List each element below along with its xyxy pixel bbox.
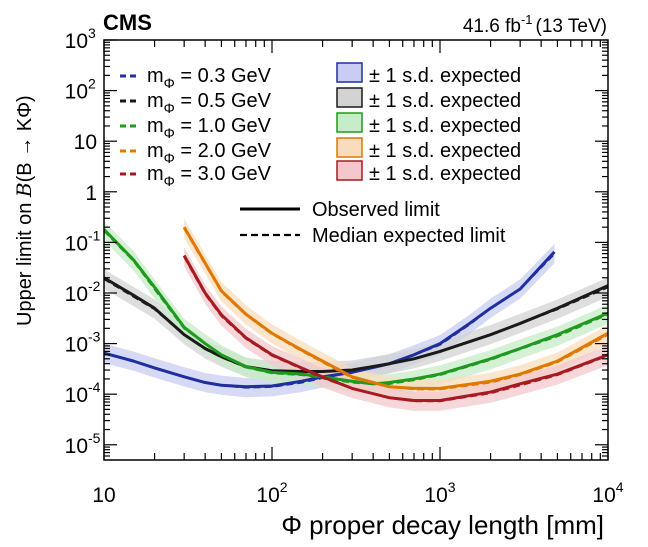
luminosity-unit-exponent: -1	[521, 12, 533, 27]
legend: mΦ = 0.3 GeV ± 1 s.d. expected mΦ = 0.5 Ge…	[120, 62, 521, 247]
y-axis-title-suffix: (B → KΦ)	[14, 95, 36, 182]
legend-band-label: ± 1 s.d. expected	[369, 163, 521, 185]
legend-label-m20: mΦ = 2.0 GeV	[147, 140, 272, 166]
y-tick-label: 103	[65, 25, 96, 53]
legend-label-m30: mΦ = 3.0 GeV	[147, 163, 272, 189]
y-tick-label: 102	[65, 76, 96, 104]
band-m03	[104, 243, 555, 398]
legend-label-m05: mΦ = 0.5 GeV	[147, 90, 272, 116]
y-tick-label: 1	[85, 182, 97, 205]
y-tick-label: 10-3	[65, 329, 101, 357]
legend-label-m10: mΦ = 1.0 GeV	[147, 115, 272, 141]
experiment-label: CMS	[103, 10, 152, 35]
x-tick-label: 104	[592, 479, 623, 507]
limit-curves	[104, 226, 608, 403]
y-tick-label: 10-2	[65, 278, 101, 306]
band-m10	[104, 221, 608, 394]
y-tick-label: 10-4	[65, 379, 101, 407]
luminosity-label: 41.6 fb-1 (13 TeV)	[463, 12, 607, 37]
energy-value: (13 TeV)	[536, 16, 607, 37]
tick-labels: 10 102 103 104 10-5 10-4 10-3 10-2 10-1 1 10 102 103	[65, 25, 624, 507]
y-tick-label: 10-5	[65, 430, 101, 458]
legend-band-swatch-m05	[336, 87, 363, 108]
x-tick-label: 103	[424, 479, 455, 507]
legend-band-label: ± 1 s.d. expected	[369, 65, 521, 87]
legend-band-swatch-m03	[336, 62, 363, 83]
band-m20	[184, 218, 608, 399]
plot-frame	[103, 39, 609, 461]
y-tick-label: 10-1	[65, 227, 101, 255]
y-tick-label: 10	[74, 131, 97, 154]
luminosity-value: 41.6 fb	[463, 16, 521, 37]
x-axis-title: Φ proper decay length [mm]	[281, 510, 604, 540]
legend-expected-label: Median expected limit	[312, 225, 506, 247]
expected-line-m03	[104, 252, 556, 389]
legend-band-swatch-m20	[336, 137, 363, 158]
legend-band-label: ± 1 s.d. expected	[369, 115, 521, 137]
expected-line-m20	[183, 227, 608, 391]
x-tick-label: 10	[92, 484, 115, 507]
legend-observed-label: Observed limit	[312, 199, 440, 221]
legend-band-swatch-m10	[336, 112, 363, 133]
y-axis-title-symbol: B	[12, 182, 36, 198]
expected-line-m30	[183, 256, 608, 403]
legend-label-m03: mΦ = 0.3 GeV	[147, 65, 272, 91]
y-axis-title: Upper limit on B(B → KΦ)	[12, 95, 36, 326]
x-tick-label: 102	[256, 479, 287, 507]
legend-band-swatch-m30	[336, 160, 363, 181]
legend-band-label: ± 1 s.d. expected	[369, 90, 521, 112]
legend-band-label: ± 1 s.d. expected	[369, 140, 521, 162]
y-axis-title-prefix: Upper limit on	[14, 197, 36, 326]
